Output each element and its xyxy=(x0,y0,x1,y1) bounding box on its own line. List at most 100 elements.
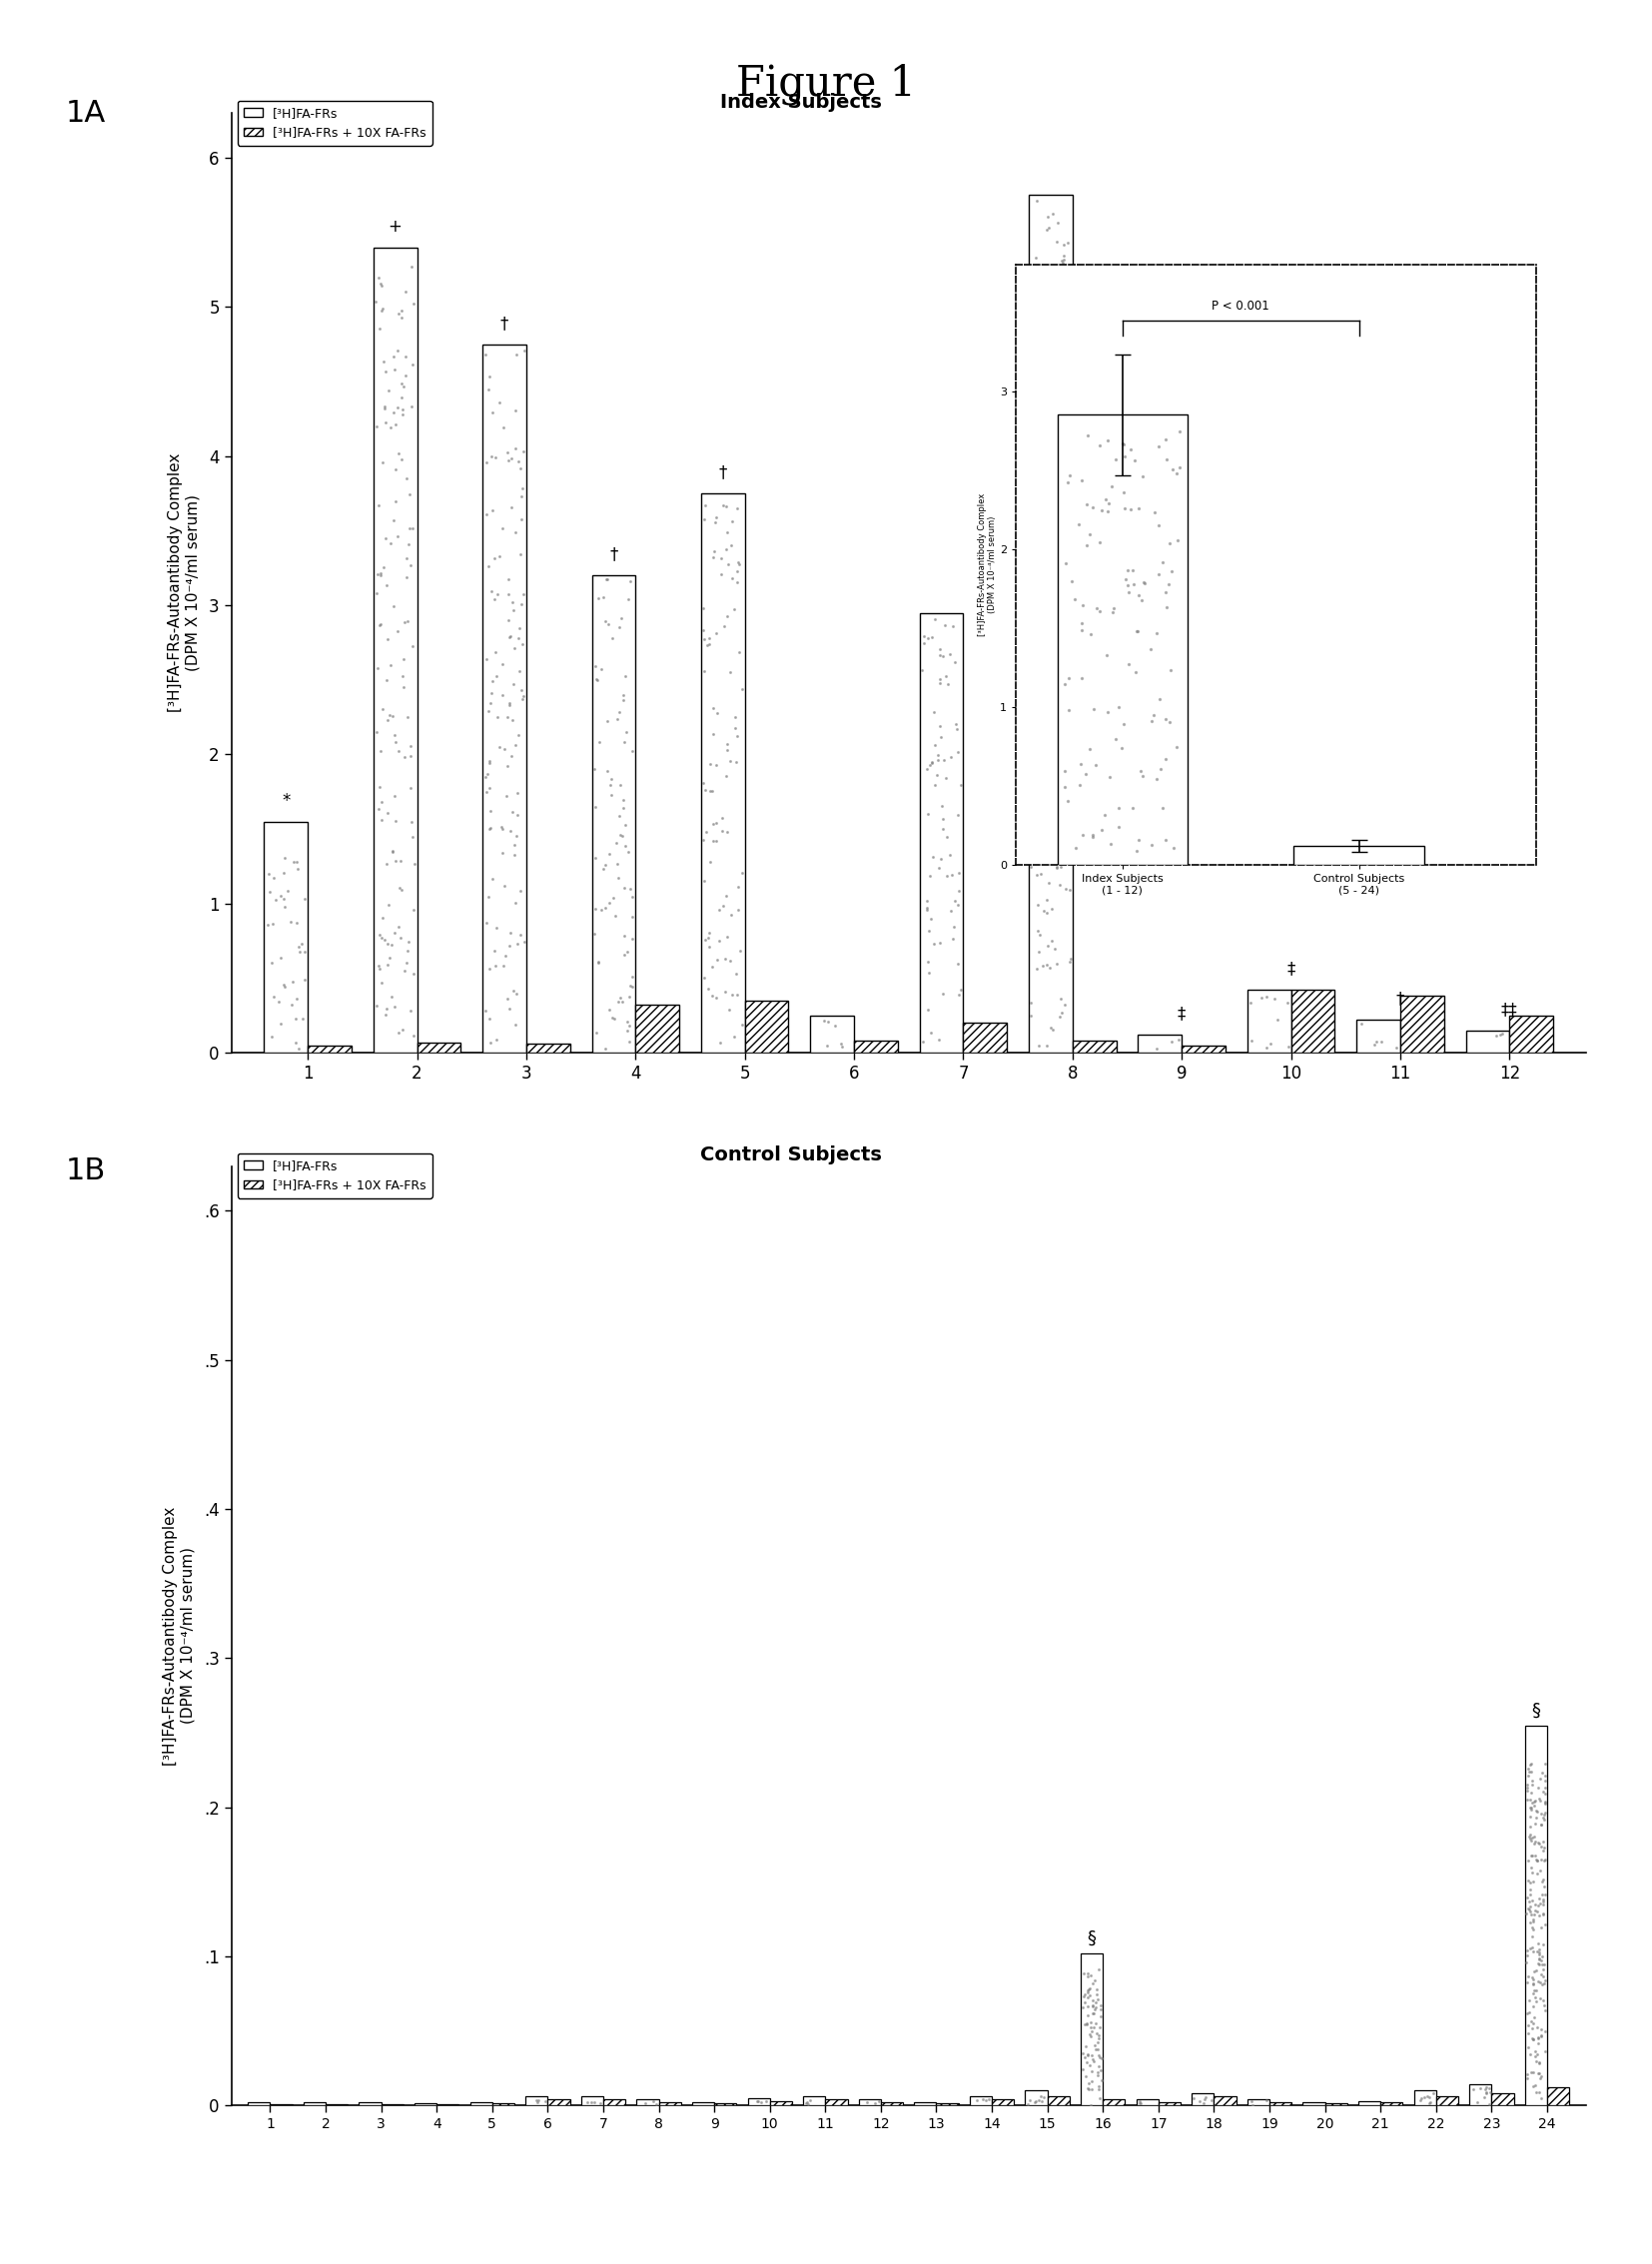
Point xyxy=(598,777,624,813)
Point xyxy=(499,702,525,738)
Point xyxy=(1513,1945,1540,1981)
Point xyxy=(1074,417,1100,453)
Point xyxy=(476,693,502,729)
Point xyxy=(1062,580,1089,616)
Bar xyxy=(1181,1046,1226,1053)
Point xyxy=(1520,2069,1546,2106)
Point xyxy=(691,500,717,537)
Point xyxy=(1052,559,1079,595)
Point xyxy=(620,878,646,915)
Point xyxy=(1528,2017,1555,2053)
Point xyxy=(1531,2033,1558,2069)
Point xyxy=(1517,1890,1543,1927)
Point xyxy=(382,405,408,441)
Point xyxy=(694,627,720,663)
Point xyxy=(1080,1988,1107,2024)
Point xyxy=(372,521,398,557)
Point xyxy=(1477,2069,1503,2106)
Point xyxy=(502,1005,529,1041)
Point xyxy=(1032,211,1059,247)
Point xyxy=(395,924,421,960)
Point xyxy=(1072,2040,1099,2076)
Point xyxy=(1021,758,1047,795)
Point xyxy=(1520,1784,1546,1820)
Point xyxy=(400,1017,426,1053)
Legend: [³H]FA-FRs, [³H]FA-FRs + 10X FA-FRs: [³H]FA-FRs, [³H]FA-FRs + 10X FA-FRs xyxy=(238,100,433,145)
Point xyxy=(380,337,406,374)
Point xyxy=(1075,2047,1102,2083)
Point xyxy=(1087,428,1113,464)
Text: 1A: 1A xyxy=(66,100,106,129)
Point xyxy=(481,582,507,618)
Point xyxy=(392,738,418,774)
Point xyxy=(524,2085,550,2121)
Point xyxy=(1525,1963,1551,1999)
Bar xyxy=(1247,989,1290,1053)
Text: †: † xyxy=(1396,989,1404,1007)
Point xyxy=(1521,2038,1548,2074)
Point xyxy=(256,856,282,892)
Point xyxy=(1191,2081,1218,2117)
Point xyxy=(398,249,425,285)
Point xyxy=(496,928,522,964)
Point xyxy=(1128,2085,1155,2121)
Point xyxy=(1070,2035,1097,2072)
Point xyxy=(268,1005,294,1041)
Point xyxy=(365,790,392,826)
Text: §: § xyxy=(1531,1700,1540,1718)
Point xyxy=(691,765,717,801)
Point xyxy=(491,731,517,767)
Point xyxy=(1072,2029,1099,2065)
Point xyxy=(1052,770,1079,806)
Point xyxy=(915,795,942,831)
Point xyxy=(598,761,624,797)
Point xyxy=(600,881,626,917)
Point xyxy=(377,940,403,976)
Point xyxy=(1528,1782,1555,1818)
Point xyxy=(261,860,287,897)
Point xyxy=(714,919,740,955)
Point xyxy=(1084,1976,1110,2013)
Point xyxy=(489,835,515,872)
Point xyxy=(915,944,942,980)
Point xyxy=(1153,702,1180,738)
Point xyxy=(1525,1933,1551,1970)
Point xyxy=(1517,1931,1543,1967)
Point xyxy=(1474,2074,1500,2110)
Point xyxy=(1052,756,1079,792)
Point xyxy=(1417,2085,1444,2121)
Point xyxy=(1528,1945,1555,1981)
Point xyxy=(370,444,396,480)
Point xyxy=(284,903,311,940)
Point xyxy=(1085,2067,1112,2103)
Point xyxy=(382,915,408,951)
Point xyxy=(1530,1881,1556,1918)
Text: P < 0.001: P < 0.001 xyxy=(1213,299,1269,312)
Text: ‡‡: ‡‡ xyxy=(1502,1001,1518,1019)
Point xyxy=(1051,288,1077,324)
Point xyxy=(1530,1952,1556,1988)
Point xyxy=(928,720,955,756)
Point xyxy=(1260,980,1287,1017)
Point xyxy=(373,946,400,983)
Point xyxy=(1018,985,1044,1021)
Point xyxy=(1039,1012,1066,1048)
Point xyxy=(1080,2008,1107,2044)
Point xyxy=(1525,1888,1551,1924)
Point xyxy=(633,2085,659,2121)
Point xyxy=(1520,2010,1546,2047)
Point xyxy=(393,358,420,394)
Point xyxy=(291,962,317,998)
Point xyxy=(1047,398,1074,435)
Point xyxy=(1530,1832,1556,1868)
Point xyxy=(1155,566,1181,602)
Point xyxy=(914,752,940,788)
Point xyxy=(1521,2033,1548,2069)
Point xyxy=(582,648,608,684)
Point xyxy=(608,817,634,854)
Point xyxy=(1077,2017,1104,2053)
Point xyxy=(1079,2053,1105,2090)
Bar xyxy=(1191,2094,1214,2106)
Point xyxy=(502,629,529,666)
Point xyxy=(707,541,733,577)
